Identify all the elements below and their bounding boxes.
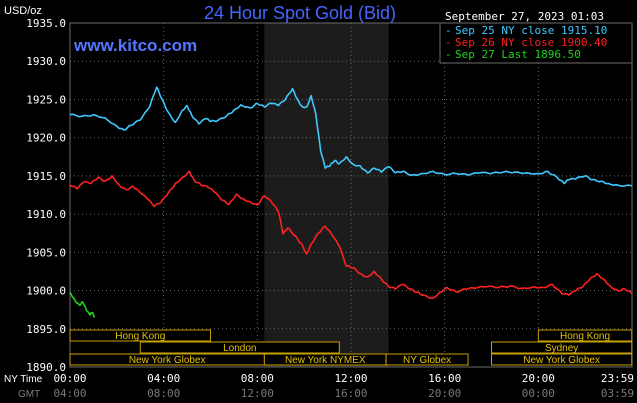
grid [70,23,632,367]
session-box [491,341,633,354]
x-tick-label-gmt: 04:00 [53,387,86,400]
legend-dash: - [445,24,452,37]
legend-dash: - [445,36,452,49]
session-label: NY Globex [403,355,451,366]
x-tick-label-ny: 08:00 [241,372,274,385]
x-tick-label-gmt: 03:59 [601,387,634,400]
session-label: London [223,343,256,354]
gmt-label: GMT [18,389,40,400]
x-tick-label-gmt: 16:00 [334,387,367,400]
x-tick-label-ny: 04:00 [147,372,180,385]
x-tick-label-gmt: 00:00 [522,387,555,400]
session-label: Hong Kong [115,331,165,342]
session-box [491,353,633,366]
y-tick-label: 1920.0 [26,132,66,145]
y-tick-label: 1930.0 [26,55,66,68]
series-layer [69,86,633,318]
session-label: New York NYMEX [285,355,366,366]
session-label: Hong Kong [560,331,610,342]
y-tick-label: 1910.0 [26,208,66,221]
chart-title: 24 Hour Spot Gold (Bid) [204,3,396,23]
session-label: New York Globex [523,355,600,366]
y-tick-label: 1925.0 [26,93,66,106]
session-box [385,353,469,366]
watermark: www.kitco.com [73,36,197,55]
series-line-2 [69,170,633,299]
x-tick-label-ny: 12:00 [334,372,367,385]
plot-border [69,22,633,368]
y-axis: 1935.0 1930.0 1925.0 1920.0 1915.0 1910.0 1905… [26,17,66,374]
y-tick-label: 1900.0 [26,285,66,298]
legend-box [439,22,633,64]
x-axis: 00:00 04:00 04:00 08:00 08:00 12:00 12:00 16:00… [4,372,634,400]
legend-entry: Sep 27 Last 1896.50 [455,48,581,61]
legend: - Sep 25 NY close 1915.10- Sep 26 NY close… [439,22,633,64]
legend-entry: Sep 26 NY close 1900.40 [455,36,607,49]
x-tick-label-gmt: 12:00 [241,387,274,400]
session-box [537,329,633,342]
legend-dash: - [445,48,452,61]
y-axis-label: USD/oz [4,5,42,17]
x-tick-label-ny: 23:59 [601,372,634,385]
series-line-1 [69,86,632,187]
y-tick-label: 1915.0 [26,170,66,183]
session-box [139,341,340,354]
x-tick-label-ny: 00:00 [53,372,86,385]
shaded-session [264,23,389,367]
y-tick-label: 1895.0 [26,323,66,336]
x-tick-label-ny: 16:00 [428,372,461,385]
ny-time-label: NY Time [4,374,43,385]
session-label: New York Globex [129,355,206,366]
timestamp: September 27, 2023 01:03 [445,10,604,23]
legend-entry: Sep 25 NY close 1915.10 [455,24,607,37]
y-tick-label: 1905.0 [26,246,66,259]
session-box [69,329,211,342]
y-tick-label: 1935.0 [26,17,66,30]
x-tick-label-gmt: 20:00 [428,387,461,400]
x-tick-label-gmt: 08:00 [147,387,180,400]
session-label: Sydney [545,343,578,354]
series-line-3 [69,291,96,318]
x-tick-label-ny: 20:00 [522,372,555,385]
y-tick-label: 1890.0 [26,361,66,374]
